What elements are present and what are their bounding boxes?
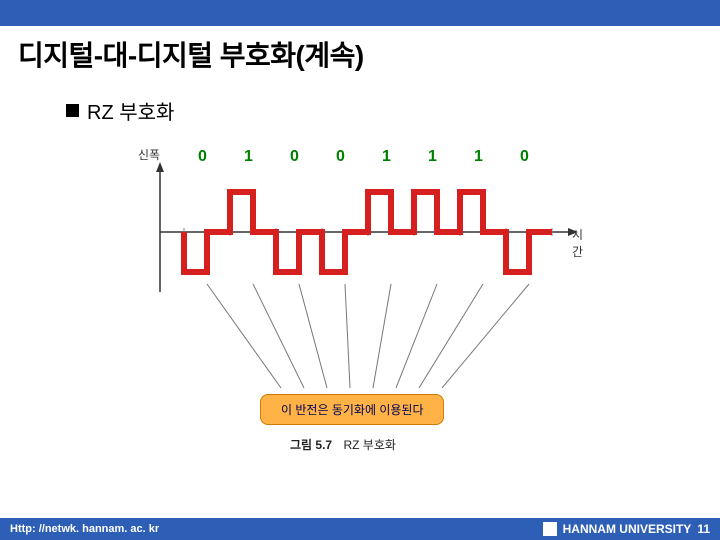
figure-label: 그림 5.7 (290, 438, 332, 452)
figure-caption: 그림 5.7 RZ 부호화 (290, 436, 396, 453)
bit-7: 0 (520, 148, 529, 166)
slide-title: 디지털-대-디지털 부호화(계속) (18, 34, 364, 74)
bullet-square-icon (66, 104, 79, 117)
bit-6: 1 (474, 148, 483, 166)
footer-url: Http: //netwk. hannam. ac. kr (10, 523, 159, 535)
annotation-box: 이 반전은 동기화에 이용된다 (260, 394, 444, 425)
bit-1: 1 (244, 148, 253, 166)
bullet-row: RZ 부호화 (66, 96, 174, 125)
rz-diagram: 신폭 시간 0 1 0 0 1 1 1 0 이 반전은 동기화에 이용된다 그림… (120, 152, 590, 452)
footer-university: HANNAM UNIVERSITY (563, 522, 692, 536)
university-logo-icon (543, 522, 557, 536)
bit-3: 0 (336, 148, 345, 166)
page-number: 11 (697, 522, 710, 536)
y-axis-label: 신폭 (138, 146, 160, 163)
figure-title: RZ 부호화 (343, 438, 395, 452)
bit-4: 1 (382, 148, 391, 166)
bit-5: 1 (428, 148, 437, 166)
footer-right: HANNAM UNIVERSITY 11 (543, 522, 710, 536)
bit-2: 0 (290, 148, 299, 166)
x-axis-label: 시간 (572, 226, 590, 260)
bullet-text: RZ 부호화 (87, 96, 174, 125)
top-bar (0, 0, 720, 26)
bit-0: 0 (198, 148, 207, 166)
footer-bar: Http: //netwk. hannam. ac. kr HANNAM UNI… (0, 518, 720, 540)
